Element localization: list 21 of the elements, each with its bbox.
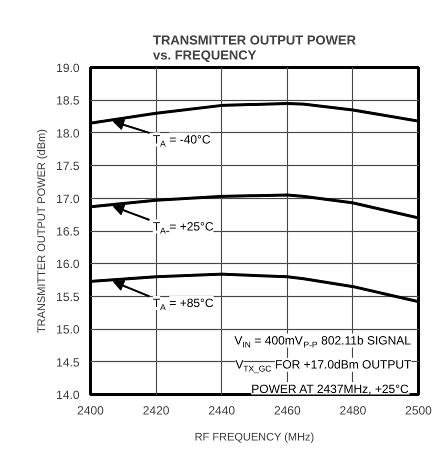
x-tick-label: 2440 — [208, 404, 236, 418]
y-tick-label: 15.0 — [56, 322, 80, 337]
y-axis-title: TRANSMITTER OUTPUT POWER (dBm) — [36, 129, 48, 334]
chart-title: TRANSMITTER OUTPUT POWER vs. FREQUENCY — [153, 32, 357, 62]
y-tick-label: 17.5 — [56, 159, 80, 174]
x-tick-label: 2480 — [340, 404, 367, 418]
x-axis-title: RF FREQUENCY (MHz) — [194, 432, 314, 444]
y-tick-label: 18.0 — [56, 126, 80, 140]
y-tick-label: 17.0 — [56, 192, 80, 206]
y-tick-label: 14.0 — [56, 388, 80, 402]
x-tick-label: 2500 — [405, 404, 432, 418]
annotation: POWER AT 2437MHz, +25°C — [251, 382, 409, 396]
x-tick-label: 2400 — [77, 404, 104, 418]
y-tick-label: 18.5 — [56, 94, 80, 108]
y-tick-label: 16.0 — [56, 257, 80, 272]
x-tick-label: 2420 — [142, 404, 170, 418]
y-tick-label: 16.5 — [56, 224, 80, 238]
y-tick-label: 19.0 — [56, 61, 80, 75]
y-tick-label: 15.5 — [56, 290, 80, 304]
x-tick-label: 2460 — [274, 404, 301, 418]
y-tick-label: 14.5 — [56, 355, 80, 370]
